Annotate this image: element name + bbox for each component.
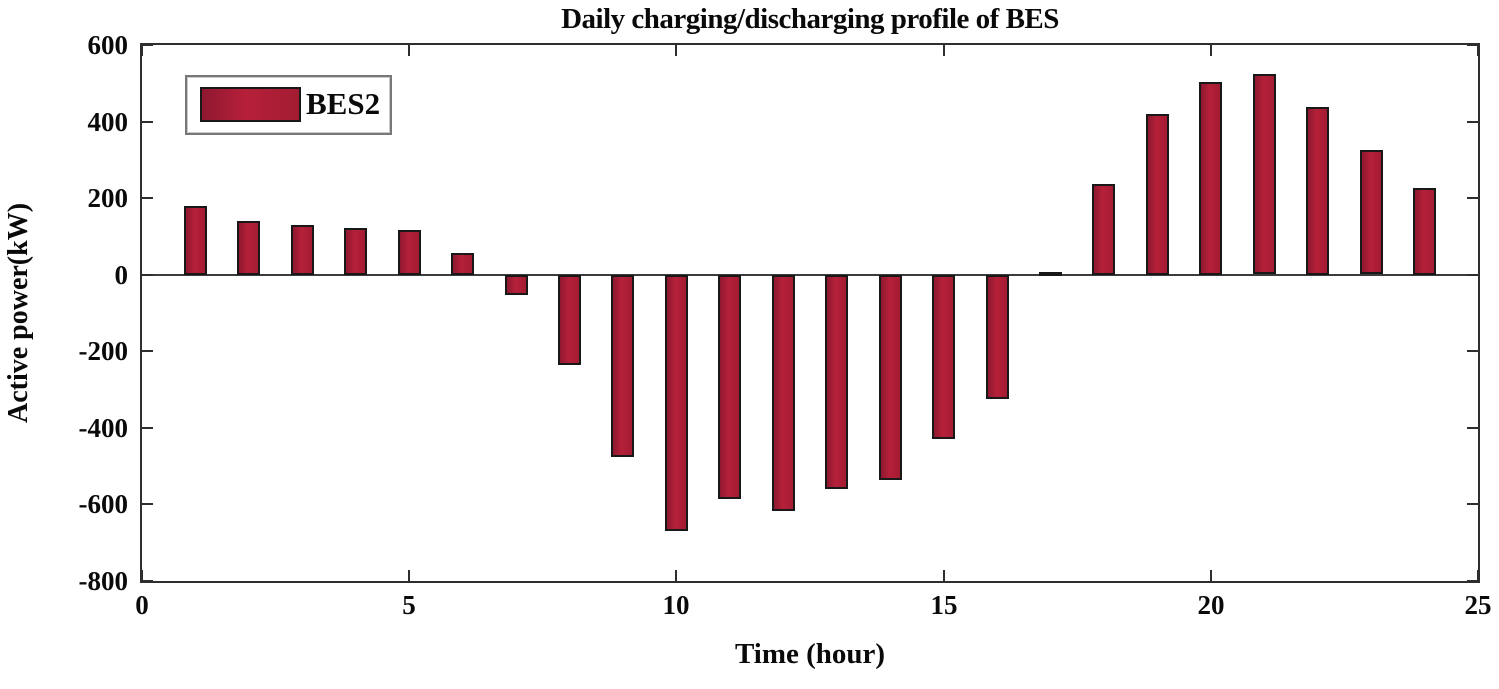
x-tick [408, 45, 411, 56]
y-tick [1467, 350, 1478, 353]
bar-hour-17 [1039, 272, 1062, 276]
bar-hour-8 [558, 275, 581, 365]
x-tick-label: 0 [135, 590, 149, 620]
y-tick [1467, 197, 1478, 200]
y-tick [142, 197, 153, 200]
x-tick [942, 570, 945, 581]
bar-hour-11 [718, 275, 741, 499]
bar-hour-20 [1199, 82, 1222, 275]
y-tick [1467, 120, 1478, 123]
y-tick [1467, 44, 1478, 46]
x-tick-label: 20 [1197, 590, 1225, 620]
y-tick-label: -200 [78, 336, 129, 366]
bar-hour-14 [879, 275, 902, 480]
y-tick [142, 44, 153, 46]
y-tick [1467, 273, 1478, 276]
y-tick-label: -600 [78, 489, 129, 519]
bar-hour-6 [451, 253, 474, 275]
x-tick-label: 5 [402, 590, 416, 620]
x-tick [141, 570, 143, 581]
x-tick [942, 45, 945, 56]
bar-hour-18 [1092, 184, 1115, 275]
x-tick [675, 570, 678, 581]
bar-hour-13 [825, 275, 848, 489]
legend: BES2 [185, 75, 392, 135]
x-tick-label: 10 [662, 590, 690, 620]
y-tick [142, 426, 153, 429]
x-tick [675, 45, 678, 56]
bar-hour-9 [611, 275, 634, 457]
bar-hour-1 [184, 206, 207, 275]
bar-hour-15 [932, 275, 955, 439]
y-tick [142, 580, 153, 582]
bar-hour-24 [1413, 188, 1436, 275]
chart-title: Daily charging/discharging profile of BE… [561, 3, 1059, 35]
y-tick-label: 0 [114, 260, 129, 290]
x-tick [141, 45, 143, 56]
x-tick [1209, 570, 1212, 581]
bar-hour-12 [772, 275, 795, 511]
y-tick-label: -800 [78, 566, 129, 596]
bar-hour-5 [398, 230, 421, 275]
y-tick [142, 273, 153, 276]
y-tick [1467, 580, 1478, 582]
bar-hour-10 [665, 275, 688, 531]
y-tick-label: 600 [87, 30, 129, 60]
y-tick [142, 503, 153, 506]
x-tick-label: 25 [1464, 590, 1492, 620]
y-tick-label: -400 [78, 413, 129, 443]
legend-label: BES2 [306, 86, 381, 121]
bar-hour-23 [1360, 150, 1383, 274]
bar-hour-21 [1253, 74, 1276, 274]
bar-hour-3 [291, 225, 314, 275]
y-tick-label: 400 [87, 107, 129, 137]
x-tick-label: 15 [930, 590, 958, 620]
bar-hour-2 [237, 221, 260, 275]
bar-hour-22 [1306, 107, 1329, 275]
legend-swatch-bes2 [200, 87, 301, 122]
y-tick [142, 120, 153, 123]
x-tick [1209, 45, 1212, 56]
x-tick [1477, 45, 1479, 56]
y-tick [1467, 503, 1478, 506]
bar-hour-19 [1146, 114, 1169, 275]
x-tick [1477, 570, 1479, 581]
bar-hour-16 [986, 275, 1009, 399]
y-tick [142, 350, 153, 353]
bar-hour-4 [344, 228, 367, 275]
y-tick-label: 200 [87, 183, 129, 213]
zero-line [142, 273, 1478, 276]
y-tick [1467, 426, 1478, 429]
bar-hour-7 [505, 275, 528, 295]
x-axis-label: Time (hour) [734, 638, 886, 670]
x-tick [408, 570, 411, 581]
